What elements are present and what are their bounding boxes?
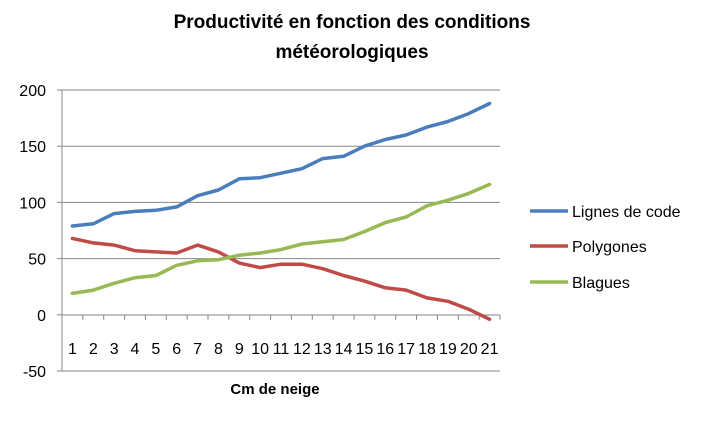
- x-tick-label: 8: [214, 341, 223, 358]
- x-tick-label: 4: [131, 341, 140, 358]
- x-tick-label: 15: [356, 341, 374, 358]
- x-tick-label: 9: [235, 341, 244, 358]
- x-tick-label: 7: [193, 341, 202, 358]
- x-tick-label: 21: [481, 341, 499, 358]
- series-line: [70, 101, 492, 228]
- x-tick-label: 20: [460, 341, 478, 358]
- legend-label: Polygones: [572, 239, 647, 256]
- x-tick-label: 19: [439, 341, 457, 358]
- chart-title-line-1: Productivité en fonction des conditions: [174, 12, 531, 33]
- legend: Lignes de code Polygones Blagues: [530, 204, 681, 292]
- x-tick-label: 12: [293, 341, 311, 358]
- y-tick-labels: -50 0 50 100 150 200: [19, 83, 46, 381]
- gridlines: [57, 89, 501, 372]
- y-tick-label: 0: [37, 308, 46, 325]
- x-tick-label: 16: [376, 341, 394, 358]
- series-lines: [70, 101, 492, 322]
- x-tick-label: 1: [68, 341, 77, 358]
- x-tick-label: 17: [397, 341, 415, 358]
- x-axis-label: Cm de neige: [230, 381, 319, 398]
- x-tick-label: 14: [335, 341, 353, 358]
- legend-label: Blagues: [572, 275, 630, 292]
- legend-label: Lignes de code: [572, 204, 681, 221]
- x-tick-label: 18: [418, 341, 436, 358]
- x-tick-labels: 1 2 3 4 5 6 7 8 9 10 11 12 13 14 15 16 17 18 19 20 21: [68, 341, 499, 358]
- x-tick-label: 2: [89, 341, 98, 358]
- chart-title-line-2: météorologiques: [275, 42, 428, 63]
- x-tick-label: 11: [273, 341, 290, 358]
- series-line: [70, 182, 492, 296]
- y-tick-label: 200: [19, 83, 46, 100]
- y-tick-label: -50: [23, 364, 46, 381]
- x-tick-label: 6: [172, 341, 181, 358]
- x-tick-label: 13: [314, 341, 332, 358]
- x-tick-label: 3: [110, 341, 119, 358]
- x-tick-label: 5: [151, 341, 160, 358]
- x-tick-label: 10: [251, 341, 269, 358]
- y-tick-label: 100: [19, 195, 46, 212]
- series-line: [70, 236, 492, 322]
- y-tick-label: 50: [28, 252, 46, 269]
- y-tick-label: 150: [19, 139, 46, 156]
